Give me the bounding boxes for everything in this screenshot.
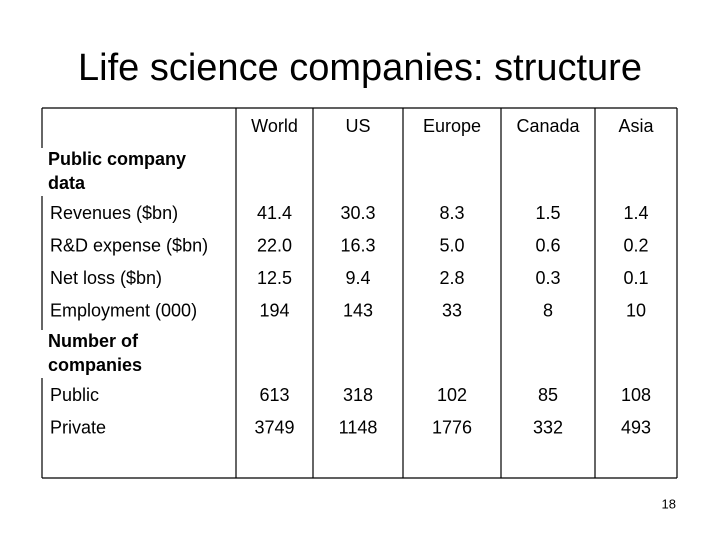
row-label: Employment (000) — [50, 301, 197, 321]
table-cell: 0.1 — [623, 268, 648, 288]
section-background — [41, 330, 233, 378]
section-background — [41, 148, 233, 196]
table-cell: 33 — [442, 301, 462, 321]
row-label: Net loss ($bn) — [50, 268, 162, 288]
table-cell: 8 — [543, 301, 553, 321]
table-cell: 12.5 — [257, 268, 292, 288]
column-header: Asia — [618, 116, 654, 136]
table-cell: 0.2 — [623, 236, 648, 256]
column-header: World — [251, 116, 298, 136]
column-header: Europe — [423, 116, 481, 136]
table-cell: 1.5 — [535, 203, 560, 223]
column-header: Canada — [516, 116, 580, 136]
table-cell: 10 — [626, 301, 646, 321]
table-cell: 0.6 — [535, 236, 560, 256]
table-cell: 332 — [533, 418, 563, 438]
table-cell: 9.4 — [345, 268, 370, 288]
label-background — [43, 414, 235, 443]
table-cell: 5.0 — [439, 236, 464, 256]
table-cell: 1148 — [339, 418, 378, 438]
label-background — [43, 265, 235, 294]
section-label: Public company data — [48, 149, 191, 193]
table-cell: 1.4 — [623, 203, 648, 223]
table-cell: 194 — [259, 301, 289, 321]
table-cell: 102 — [437, 385, 467, 405]
table-cell: 108 — [621, 385, 651, 405]
table-cell: 30.3 — [340, 203, 375, 223]
table-cell: 22.0 — [257, 236, 292, 256]
table-cell: 2.8 — [439, 268, 464, 288]
table-cell: 318 — [343, 385, 373, 405]
table-cell: 613 — [259, 385, 289, 405]
label-background — [43, 382, 235, 411]
table-cell: 0.3 — [535, 268, 560, 288]
table-cell: 1776 — [432, 418, 472, 438]
row-label: Public — [50, 385, 99, 405]
label-background — [43, 297, 235, 326]
table-cell: 3749 — [254, 418, 294, 438]
column-header: US — [345, 116, 370, 136]
section-label: Number of companies — [48, 331, 143, 375]
label-background — [43, 232, 235, 261]
table-cell: 85 — [538, 385, 558, 405]
label-background — [43, 200, 235, 229]
table-cell: 8.3 — [439, 203, 464, 223]
row-label: Revenues ($bn) — [50, 203, 178, 223]
page-number: 18 — [662, 496, 676, 511]
row-label: R&D expense ($bn) — [50, 236, 208, 256]
row-label: Private — [50, 418, 106, 438]
table-cell: 16.3 — [340, 236, 375, 256]
table-cell: 143 — [343, 301, 373, 321]
table-cell: 41.4 — [257, 203, 292, 223]
table-cell: 493 — [621, 418, 651, 438]
slide-title: Life science companies: structure — [78, 47, 642, 89]
